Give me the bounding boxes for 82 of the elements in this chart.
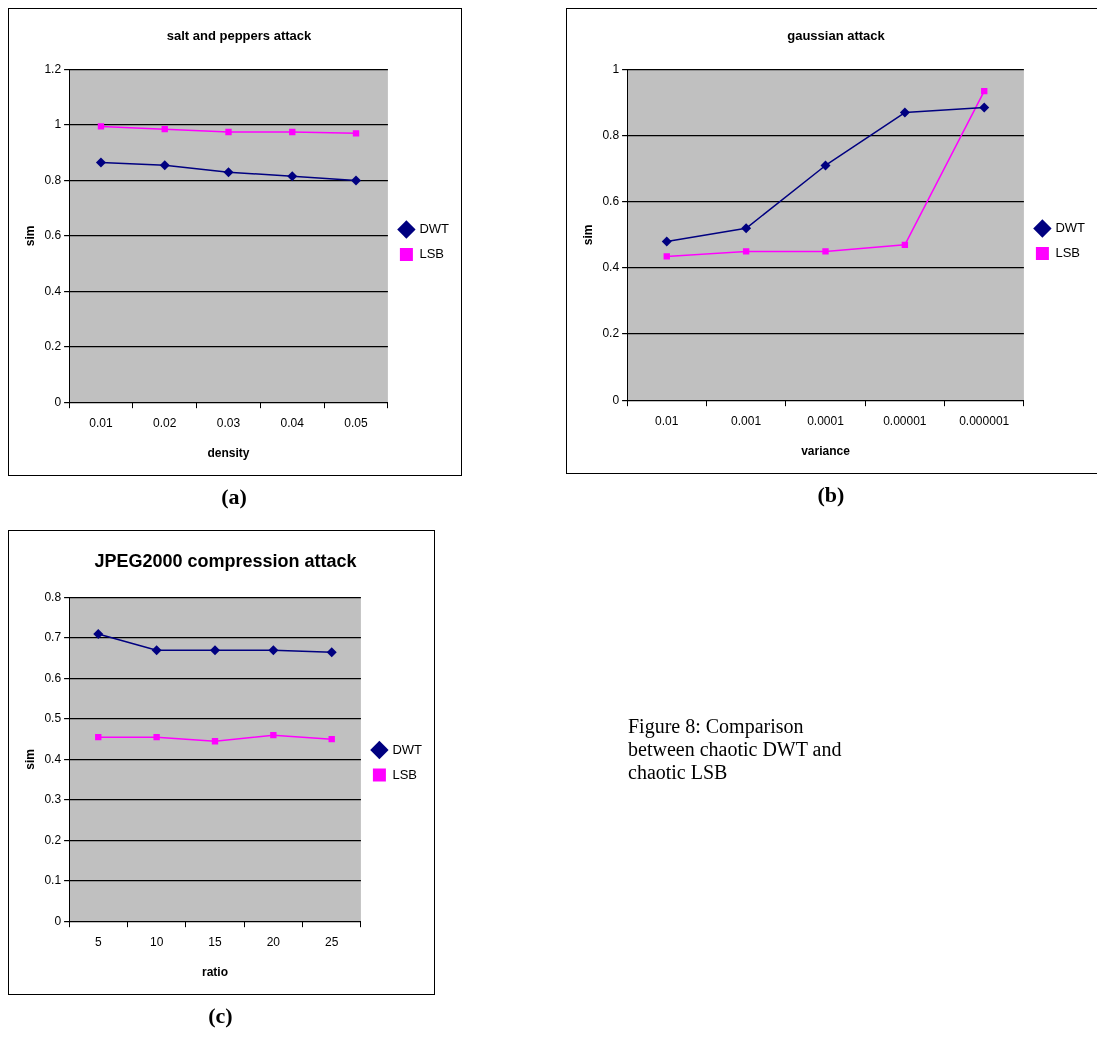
point xyxy=(225,128,232,136)
x-tick-label: 0.05 xyxy=(344,415,369,430)
point xyxy=(159,160,170,171)
y-tick-label: 0.2 xyxy=(44,339,62,354)
point xyxy=(95,733,102,741)
point xyxy=(899,107,910,118)
x-tick-label: 0.0001 xyxy=(807,413,845,428)
point xyxy=(822,248,829,255)
point xyxy=(661,236,672,247)
legend-label: LSB xyxy=(419,246,444,262)
y-tick-label: 0.2 xyxy=(44,832,62,847)
point xyxy=(287,171,298,182)
y-tick-label: 0.8 xyxy=(44,589,62,604)
y-tick-label: 0.8 xyxy=(44,172,62,187)
legend-label: DWT xyxy=(392,741,423,757)
point xyxy=(820,160,831,171)
x-tick-label: 0.001 xyxy=(731,413,762,428)
legend-label: LSB xyxy=(392,766,417,782)
y-tick-label: 0.4 xyxy=(44,751,62,766)
y-tick-label: 0 xyxy=(612,392,620,407)
point xyxy=(289,128,296,136)
x-axis-title: ratio xyxy=(201,965,228,980)
point xyxy=(97,123,105,130)
y-tick-label: 0.8 xyxy=(602,128,620,143)
y-tick-label: 0 xyxy=(54,394,62,409)
y-tick-label: 0.4 xyxy=(602,260,620,275)
caption: Figure 8: Comparison between chaotic DWT and chaotic LSB xyxy=(628,715,843,784)
x-tick-label: 0.000001 xyxy=(959,413,1010,428)
point xyxy=(326,647,337,658)
y-tick-label: 1 xyxy=(612,61,620,76)
point xyxy=(211,738,219,745)
point xyxy=(663,253,670,260)
x-tick-label: 10 xyxy=(149,934,164,949)
y-axis-title: sim xyxy=(22,749,37,770)
y-tick-label: 0.5 xyxy=(44,711,62,726)
y-tick-label: 0.6 xyxy=(44,670,62,685)
point xyxy=(351,175,362,186)
y-tick-label: 0.6 xyxy=(44,228,62,243)
x-tick-label: 25 xyxy=(325,934,339,949)
point xyxy=(979,102,990,113)
point xyxy=(223,167,234,178)
chart-title: gaussian attack xyxy=(787,28,886,44)
y-tick-label: 1 xyxy=(54,117,62,132)
y-axis-title: sim xyxy=(580,224,595,246)
x-tick-label: 15 xyxy=(208,934,222,949)
x-tick-label: 0.00001 xyxy=(883,413,927,428)
point xyxy=(270,731,277,739)
text: (a) xyxy=(220,484,248,510)
x-tick-label: 0.01 xyxy=(89,415,113,430)
y-tick-label: 0.7 xyxy=(44,630,62,645)
point xyxy=(95,157,106,168)
point xyxy=(741,223,752,234)
x-axis-title: density xyxy=(207,446,250,461)
y-tick-label: 1.2 xyxy=(44,61,62,76)
x-tick-label: 0.03 xyxy=(216,415,241,430)
text: (b) xyxy=(816,482,846,508)
x-tick-label: 0.02 xyxy=(153,415,177,430)
y-tick-label: 0.6 xyxy=(602,194,620,209)
y-tick-label: 0.3 xyxy=(44,792,62,807)
point xyxy=(268,645,279,656)
x-axis-title: variance xyxy=(801,444,851,459)
legend-label: DWT xyxy=(1055,220,1086,236)
chart-title: JPEG2000 compression attack xyxy=(94,550,358,571)
y-tick-label: 0.1 xyxy=(44,873,62,888)
legend-label: DWT xyxy=(419,221,450,237)
y-axis-title: sim xyxy=(22,225,37,247)
point xyxy=(93,629,104,640)
point xyxy=(352,130,360,137)
y-tick-label: 0 xyxy=(54,913,62,928)
text: (c) xyxy=(207,1003,234,1029)
point xyxy=(151,645,162,656)
y-tick-label: 0.2 xyxy=(602,326,620,341)
legend-label: LSB xyxy=(1055,245,1080,261)
chart-title: salt and peppers attack xyxy=(166,28,313,44)
point xyxy=(209,645,220,656)
x-tick-label: 0.04 xyxy=(280,415,305,430)
point xyxy=(153,733,160,741)
y-tick-label: 0.4 xyxy=(44,283,62,298)
x-tick-label: 0.01 xyxy=(655,413,679,428)
point xyxy=(742,248,750,255)
x-tick-label: 5 xyxy=(94,934,102,949)
x-tick-label: 20 xyxy=(266,934,281,949)
